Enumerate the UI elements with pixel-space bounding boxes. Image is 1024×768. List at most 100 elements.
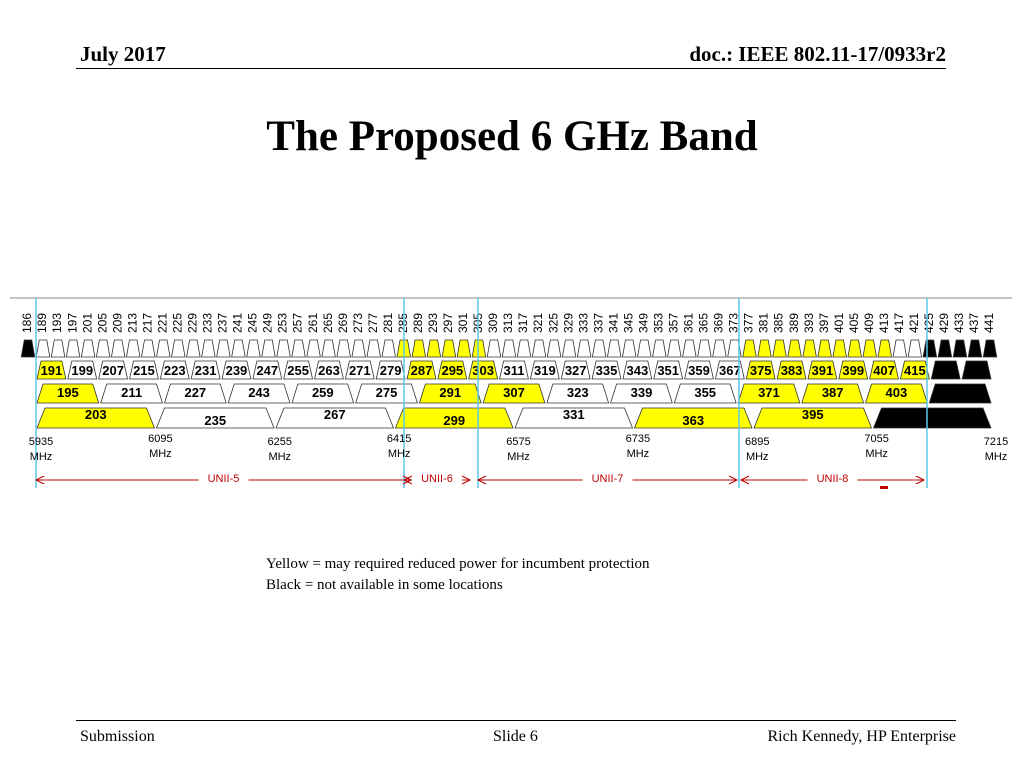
ch20-number: 201 xyxy=(80,313,94,333)
ch80-block xyxy=(163,383,227,404)
ch20-block xyxy=(757,339,772,358)
ch40-label: 239 xyxy=(226,363,248,378)
freq-label-mhz: 6575 xyxy=(506,436,530,448)
ch20-block xyxy=(110,339,126,358)
ch20-number: 341 xyxy=(606,313,620,333)
ch20-number: 413 xyxy=(877,313,891,333)
ch40-label: 343 xyxy=(627,363,649,378)
ch20-block xyxy=(80,339,96,358)
ch40-block xyxy=(344,360,375,380)
ch40-label: 303 xyxy=(472,363,494,378)
ch20-number: 425 xyxy=(922,313,936,333)
ch160-block xyxy=(514,407,634,429)
ch20-number: 409 xyxy=(862,313,876,333)
ch20-number: 229 xyxy=(186,313,200,333)
ch20-block xyxy=(742,339,757,358)
ch40-label: 231 xyxy=(195,363,217,378)
channel-plan-diagram: 186 189 193 197 201 205 209 213 217 221 225 229 233 2… xyxy=(10,297,1012,489)
footer-author: Rich Kennedy, HP Enterprise xyxy=(767,728,956,745)
ch20-number: 289 xyxy=(411,313,425,333)
ch20-number: 237 xyxy=(216,313,230,333)
ch20-block xyxy=(727,339,742,358)
ch40-label: 367 xyxy=(719,363,741,378)
ch40-label: 375 xyxy=(750,363,772,378)
ch40-block xyxy=(622,360,653,380)
ch40-block xyxy=(591,360,622,380)
ch20-block xyxy=(35,339,51,358)
ch20-number: 225 xyxy=(170,313,184,333)
ch20-number: 405 xyxy=(847,313,861,333)
ch80-label: 227 xyxy=(184,385,206,400)
ch80-block xyxy=(100,383,164,404)
ch20-block xyxy=(456,339,472,358)
ch20-block xyxy=(381,339,396,358)
ch20-number: 349 xyxy=(636,313,650,333)
freq-label-unit: MHz xyxy=(507,451,530,463)
ch20-block xyxy=(186,339,201,358)
unii-arrow-left xyxy=(476,475,487,485)
ch40-block xyxy=(714,360,745,380)
ch80-label: 339 xyxy=(631,385,653,400)
legend-yellow: Yellow = may required reduced power for … xyxy=(266,556,650,572)
ch20-number: 357 xyxy=(667,313,681,333)
ch20-number: 197 xyxy=(65,313,79,333)
ch40-block xyxy=(930,360,961,380)
ch40-label: 191 xyxy=(41,363,63,378)
ch160-label: 203 xyxy=(85,407,107,422)
ch20-block xyxy=(546,339,562,358)
ch20-block xyxy=(712,339,727,358)
ch20-block xyxy=(892,339,908,358)
unii-label-bg xyxy=(807,472,858,486)
ch40-block xyxy=(869,360,899,380)
ch40-block xyxy=(529,360,560,380)
ch20-number: 385 xyxy=(772,313,786,333)
ch40-block xyxy=(406,360,437,380)
unii-arrow-left xyxy=(34,475,45,485)
unii-arrow-left xyxy=(739,475,750,485)
ch40-label: 335 xyxy=(596,363,618,378)
ch80-block xyxy=(546,383,610,404)
ch20-number: 397 xyxy=(817,313,831,333)
ch20-block xyxy=(336,339,351,358)
ch40-label: 215 xyxy=(133,363,155,378)
ch40-label: 199 xyxy=(71,363,93,378)
ch20-number: 281 xyxy=(381,313,395,333)
ch20-number: 186 xyxy=(20,313,34,333)
freq-label-mhz: 7055 xyxy=(864,433,888,445)
ch20-block xyxy=(471,339,487,358)
ch20-block xyxy=(125,339,141,358)
legend-black: Black = not available in some locations xyxy=(266,577,503,593)
ch80-label: 355 xyxy=(694,385,716,400)
ch40-label: 359 xyxy=(688,363,710,378)
ch80-block xyxy=(482,383,546,404)
ch20-number: 245 xyxy=(246,313,260,333)
ch40-block xyxy=(961,360,992,380)
ch80-label: 403 xyxy=(886,385,908,400)
ch20-number: 361 xyxy=(682,313,696,333)
ch40-label: 351 xyxy=(657,363,679,378)
ch40-label: 391 xyxy=(812,363,834,378)
ch20-number: 417 xyxy=(892,313,906,333)
ch20-block xyxy=(847,339,862,358)
ch20-block xyxy=(261,339,276,358)
ch20-number: 213 xyxy=(125,313,139,333)
ch160-block xyxy=(633,407,753,429)
ch40-block xyxy=(67,360,98,380)
ch160-label: 363 xyxy=(682,413,704,428)
ch20-number: 365 xyxy=(697,313,711,333)
ch20-number: 325 xyxy=(546,313,560,333)
ch80-block xyxy=(928,383,992,404)
ch20-block xyxy=(967,339,983,358)
ch20-number: 421 xyxy=(907,313,921,333)
ch40-label: 415 xyxy=(904,363,926,378)
freq-label-mhz: 5935 xyxy=(29,436,53,448)
ch40-label: 247 xyxy=(256,363,278,378)
ch20-block xyxy=(637,339,652,358)
ch40-block xyxy=(190,360,221,380)
ch40-label: 287 xyxy=(411,363,433,378)
ch40-label: 279 xyxy=(380,363,402,378)
ch80-block xyxy=(418,383,482,404)
ch40-block xyxy=(129,360,159,380)
ch40-label: 295 xyxy=(441,363,463,378)
freq-label-unit: MHz xyxy=(985,451,1008,463)
